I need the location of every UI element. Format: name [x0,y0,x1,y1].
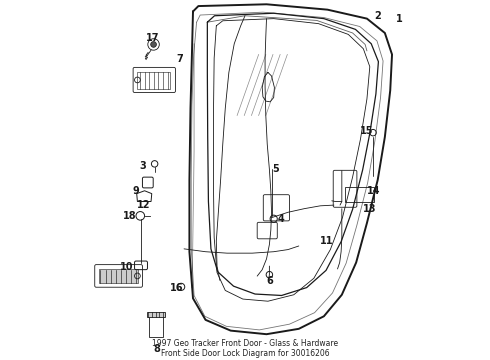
Text: 12: 12 [137,200,150,210]
Bar [137,72,170,89]
Text: 15: 15 [360,126,374,135]
Circle shape [151,41,156,47]
Text: 18: 18 [122,211,136,221]
Bar [147,312,165,317]
Text: 9: 9 [132,186,139,197]
Text: 13: 13 [363,204,376,215]
Text: 3: 3 [140,161,146,171]
Text: 5: 5 [272,164,279,174]
Text: 17: 17 [146,33,160,43]
Text: 16: 16 [170,283,184,293]
Text: 8: 8 [154,343,161,354]
Bar [345,187,374,202]
Text: 11: 11 [320,236,334,246]
Text: 2: 2 [374,11,381,21]
Bar [99,269,138,283]
Text: 1: 1 [396,14,403,24]
Bar [149,314,163,337]
Text: 7: 7 [176,54,183,64]
Text: 4: 4 [277,215,284,224]
Text: 6: 6 [266,276,273,286]
Text: 14: 14 [367,186,380,197]
Text: 10: 10 [120,262,133,272]
Text: 1997 Geo Tracker Front Door - Glass & Hardware
Front Side Door Lock Diagram for : 1997 Geo Tracker Front Door - Glass & Ha… [152,339,338,358]
